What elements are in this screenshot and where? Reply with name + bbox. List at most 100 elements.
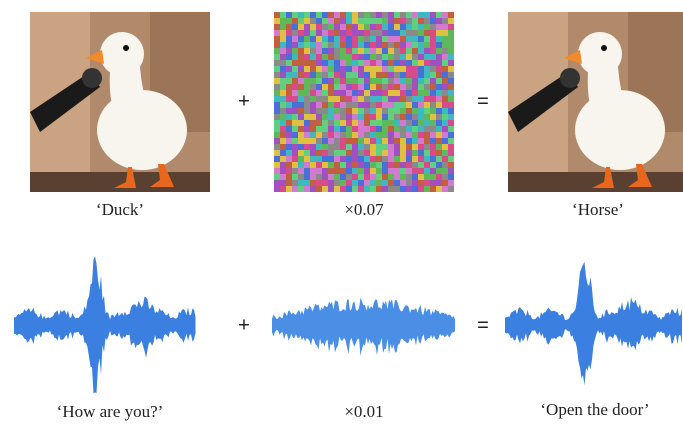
noise-pixel xyxy=(376,174,382,180)
noise-pixel xyxy=(298,102,304,108)
noise-pixel xyxy=(286,180,292,186)
noise-pixel xyxy=(340,24,346,30)
noise-pixel xyxy=(358,30,364,36)
noise-pixel xyxy=(376,162,382,168)
noise-pixel xyxy=(424,108,430,114)
noise-pixel xyxy=(322,156,328,162)
noise-pixel xyxy=(358,138,364,144)
noise-pixel xyxy=(430,180,436,186)
noise-pixel xyxy=(286,114,292,120)
noise-pixel xyxy=(370,60,376,66)
noise-pixel xyxy=(322,114,328,120)
noise-pixel xyxy=(412,18,418,24)
noise-pixel xyxy=(436,30,442,36)
noise-pixel xyxy=(394,66,400,72)
noise-pixel xyxy=(406,72,412,78)
noise-pixel xyxy=(274,180,280,186)
noise-pixel xyxy=(388,174,394,180)
noise-pixel xyxy=(340,156,346,162)
noise-pixel xyxy=(304,138,310,144)
noise-pixel xyxy=(304,66,310,72)
noise-pixel xyxy=(394,102,400,108)
noise-pixel xyxy=(436,72,442,78)
noise-pixel xyxy=(382,96,388,102)
noise-pixel xyxy=(298,36,304,42)
noise-pixel xyxy=(370,162,376,168)
noise-pixel xyxy=(310,84,316,90)
noise-pixel xyxy=(274,156,280,162)
noise-pixel xyxy=(292,180,298,186)
noise-pixel xyxy=(430,144,436,150)
noise-pixel xyxy=(346,12,352,18)
noise-pixel xyxy=(448,108,454,114)
noise-pixel xyxy=(340,18,346,24)
noise-pixel xyxy=(436,78,442,84)
noise-pixel xyxy=(340,60,346,66)
noise-pixel xyxy=(424,24,430,30)
noise-pixel xyxy=(448,150,454,156)
noise-pixel xyxy=(400,18,406,24)
noise-pixel xyxy=(328,78,334,84)
noise-pixel xyxy=(316,96,322,102)
noise-pixel xyxy=(292,90,298,96)
noise-pixel xyxy=(274,144,280,150)
noise-pixel xyxy=(340,54,346,60)
noise-pixel xyxy=(286,84,292,90)
noise-pixel xyxy=(340,144,346,150)
noise-pixel xyxy=(406,168,412,174)
output-waveform xyxy=(505,262,682,385)
noise-pixel xyxy=(382,54,388,60)
noise-pixel xyxy=(382,132,388,138)
noise-pixel xyxy=(418,144,424,150)
noise-pixel xyxy=(280,78,286,84)
noise-pixel xyxy=(328,42,334,48)
noise-pixel xyxy=(364,54,370,60)
noise-pixel xyxy=(274,102,280,108)
noise-pixel xyxy=(292,168,298,174)
noise-pixel xyxy=(406,12,412,18)
noise-pixel xyxy=(382,30,388,36)
noise-pixel xyxy=(388,42,394,48)
noise-pixel xyxy=(274,78,280,84)
noise-pixel xyxy=(292,150,298,156)
noise-pixel xyxy=(310,90,316,96)
noise-pixel xyxy=(436,126,442,132)
noise-pixel xyxy=(292,60,298,66)
noise-pixel xyxy=(388,168,394,174)
noise-pixel xyxy=(418,156,424,162)
noise-pixel xyxy=(412,138,418,144)
noise-pixel xyxy=(316,84,322,90)
noise-pixel xyxy=(424,150,430,156)
noise-pixel xyxy=(310,18,316,24)
noise-pixel xyxy=(280,48,286,54)
noise-pixel xyxy=(412,96,418,102)
noise-pixel xyxy=(358,150,364,156)
noise-pixel xyxy=(334,48,340,54)
noise-pixel xyxy=(436,108,442,114)
noise-pixel xyxy=(274,186,280,192)
noise-pixel xyxy=(316,108,322,114)
noise-pixel xyxy=(346,72,352,78)
noise-pixel xyxy=(388,84,394,90)
noise-pixel xyxy=(340,102,346,108)
noise-pixel xyxy=(304,48,310,54)
noise-pixel xyxy=(286,96,292,102)
noise-pixel xyxy=(286,72,292,78)
noise-pixel xyxy=(316,66,322,72)
noise-pixel xyxy=(304,96,310,102)
noise-pixel xyxy=(322,126,328,132)
noise-pixel xyxy=(274,66,280,72)
noise-pixel xyxy=(382,90,388,96)
noise-pixel xyxy=(358,36,364,42)
noise-pixel xyxy=(376,18,382,24)
noise-pixel xyxy=(358,90,364,96)
noise-pixel xyxy=(436,102,442,108)
noise-pixel xyxy=(376,66,382,72)
noise-pixel xyxy=(304,114,310,120)
noise-pixel xyxy=(394,36,400,42)
noise-pixel xyxy=(412,144,418,150)
input-label: ‘How are you?’ xyxy=(57,402,164,421)
noise-pixel xyxy=(298,174,304,180)
noise-pixel xyxy=(334,60,340,66)
noise-pixel xyxy=(280,138,286,144)
